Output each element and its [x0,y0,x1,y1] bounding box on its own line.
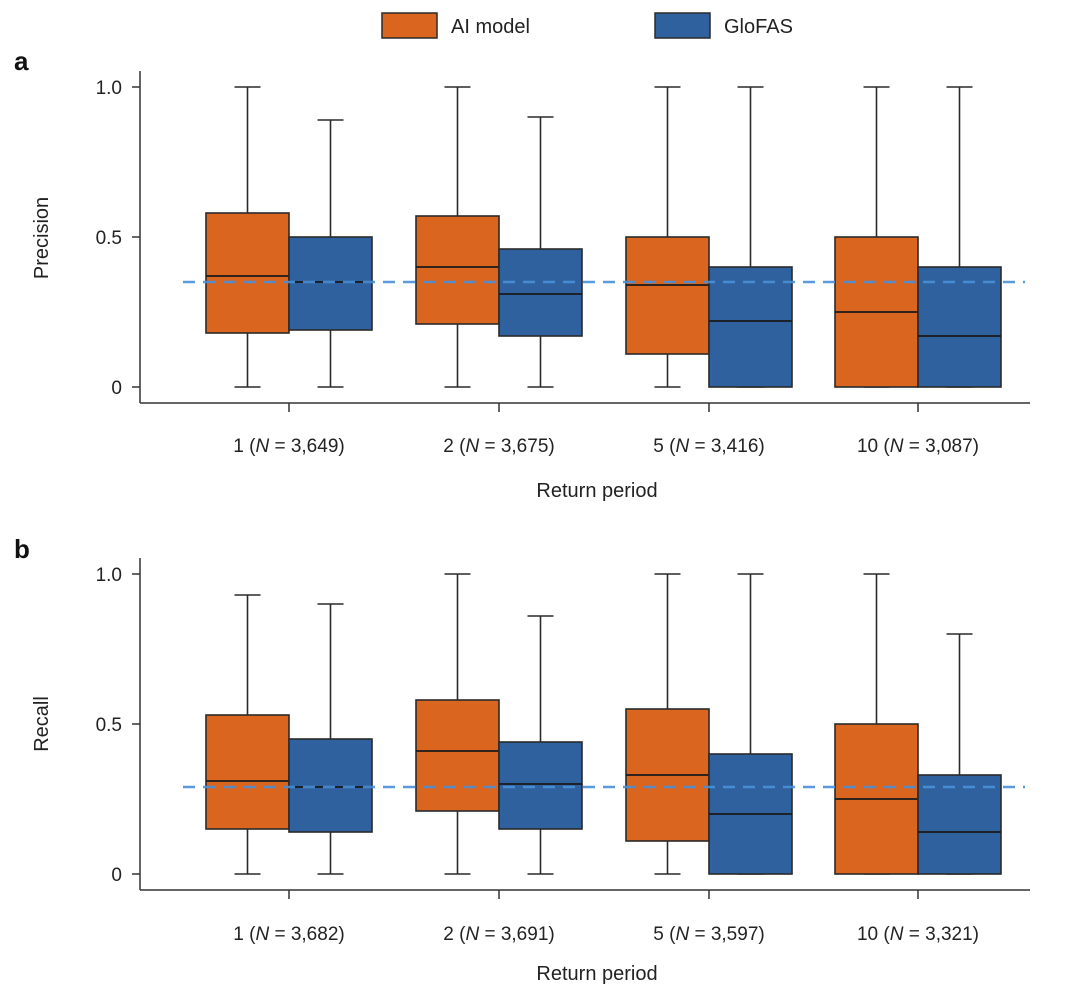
y-tick-label-a-2: 1.0 [96,78,122,99]
box-a-ai-model-1 [415,86,500,388]
box-rect-a-glofas-0 [288,236,373,331]
legend-label-glofas: GloFAS [724,16,793,38]
panel-label-a: a [14,46,29,76]
x-tick-label-b-0: 1 (N = 3,682) [233,924,344,945]
box-rect-a-glofas-3 [917,266,1002,388]
box-rect-a-ai-model-1 [415,215,500,325]
box-b-ai-model-1 [415,573,500,875]
legend: AI model GloFAS [381,12,793,39]
panel-a: a Precision Return period 0 0.5 1.0 1 (N = … [14,46,1030,502]
x-tick-label-a-1: 2 (N = 3,675) [443,436,554,457]
box-rect-a-glofas-2 [708,266,793,388]
box-b-glofas-3 [917,633,1002,875]
box-rect-a-glofas-1 [498,248,583,337]
y-axis-title-b: Recall [31,696,53,752]
box-rect-b-ai-model-0 [205,714,290,830]
y-tick-label-b-0: 0 [111,865,122,886]
y-tick-label-a-1: 0.5 [96,228,122,249]
box-a-ai-model-0 [205,86,290,388]
box-b-ai-model-0 [205,594,290,875]
legend-swatch-glofas [654,12,711,39]
box-a-glofas-0 [288,119,373,388]
x-tick-label-b-3: 10 (N = 3,321) [857,924,979,945]
legend-swatch-ai-model [381,12,438,39]
box-b-glofas-1 [498,615,583,875]
box-b-ai-model-2 [625,573,710,875]
box-rect-a-ai-model-0 [205,212,290,334]
x-tick-label-b-2: 5 (N = 3,597) [653,924,764,945]
y-tick-label-b-2: 1.0 [96,565,122,586]
box-a-glofas-1 [498,116,583,388]
box-b-ai-model-3 [834,573,919,875]
x-tick-label-a-0: 1 (N = 3,649) [233,436,344,457]
legend-label-ai-model: AI model [451,16,530,38]
y-tick-label-b-1: 0.5 [96,715,122,736]
box-rect-b-glofas-1 [498,741,583,830]
box-rect-b-glofas-0 [288,738,373,833]
box-rect-a-ai-model-2 [625,236,710,355]
box-a-glofas-3 [917,86,1002,388]
y-axis-title-a: Precision [31,197,53,279]
box-b-glofas-0 [288,603,373,875]
box-a-ai-model-2 [625,86,710,388]
box-rect-b-glofas-3 [917,774,1002,875]
panel-b: b Recall Return period 0 0.5 1.0 1 (N = 3,6… [14,534,1030,985]
box-a-ai-model-3 [834,86,919,388]
x-tick-label-b-1: 2 (N = 3,691) [443,924,554,945]
x-axis-title-a: Return period [536,480,657,502]
y-tick-label-a-0: 0 [111,378,122,399]
box-a-glofas-2 [708,86,793,388]
box-b-glofas-2 [708,573,793,875]
x-tick-label-a-2: 5 (N = 3,416) [653,436,764,457]
x-axis-title-b: Return period [536,963,657,985]
box-rect-b-ai-model-1 [415,699,500,812]
x-tick-label-a-3: 10 (N = 3,087) [857,436,979,457]
panel-label-b: b [14,534,30,564]
